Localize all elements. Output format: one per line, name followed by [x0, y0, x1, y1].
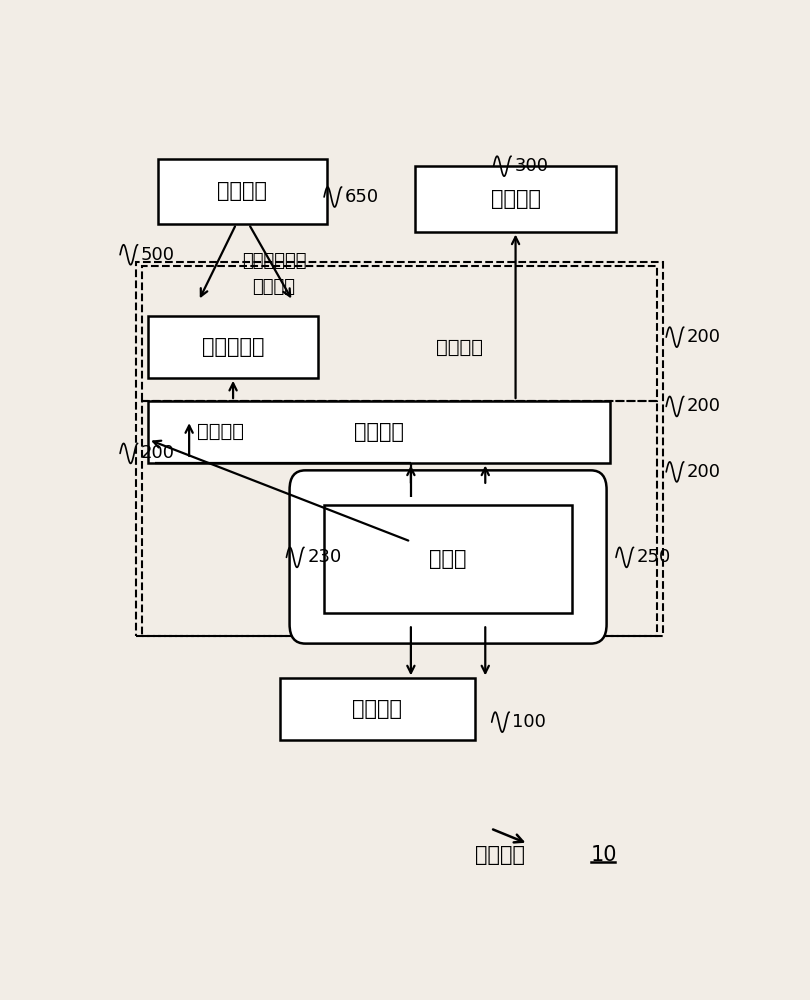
- Text: 650: 650: [345, 188, 379, 206]
- Text: 网关装置: 网关装置: [491, 189, 540, 209]
- Text: 200: 200: [687, 397, 721, 415]
- Text: 10: 10: [590, 845, 617, 865]
- FancyBboxPatch shape: [280, 678, 475, 740]
- Text: 第一通信: 第一通信: [436, 338, 483, 357]
- Text: 通信系统: 通信系统: [475, 845, 525, 865]
- Text: 第二通信: 第二通信: [197, 422, 244, 441]
- Text: 终端装置: 终端装置: [352, 699, 403, 719]
- FancyBboxPatch shape: [415, 166, 616, 232]
- FancyBboxPatch shape: [158, 158, 327, 224]
- FancyBboxPatch shape: [148, 401, 610, 463]
- Text: 500: 500: [141, 246, 175, 264]
- Text: 监视部: 监视部: [429, 549, 467, 569]
- Text: 200: 200: [687, 463, 721, 481]
- FancyBboxPatch shape: [290, 470, 607, 644]
- FancyBboxPatch shape: [324, 505, 572, 613]
- Text: 100: 100: [513, 713, 546, 731]
- Text: 节点装置: 节点装置: [218, 181, 267, 201]
- Text: 服务器装置: 服务器装置: [202, 337, 264, 357]
- Text: 300: 300: [514, 157, 548, 175]
- Text: 230: 230: [307, 548, 341, 566]
- FancyBboxPatch shape: [148, 316, 318, 378]
- Text: 策略控制以及
费用控制: 策略控制以及 费用控制: [241, 252, 306, 296]
- Text: 200: 200: [141, 444, 175, 462]
- Text: 200: 200: [687, 328, 721, 346]
- Text: 基站装置: 基站装置: [354, 422, 404, 442]
- Text: 250: 250: [637, 548, 671, 566]
